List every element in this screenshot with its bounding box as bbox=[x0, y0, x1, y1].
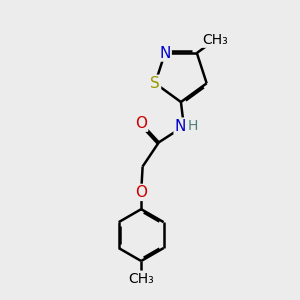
Text: CH₃: CH₃ bbox=[202, 33, 228, 47]
Text: O: O bbox=[135, 116, 147, 131]
Text: O: O bbox=[135, 185, 147, 200]
Text: S: S bbox=[150, 76, 160, 91]
Text: H: H bbox=[188, 119, 198, 133]
Text: CH₃: CH₃ bbox=[128, 272, 154, 286]
Text: N: N bbox=[159, 46, 171, 61]
Text: N: N bbox=[175, 118, 186, 134]
